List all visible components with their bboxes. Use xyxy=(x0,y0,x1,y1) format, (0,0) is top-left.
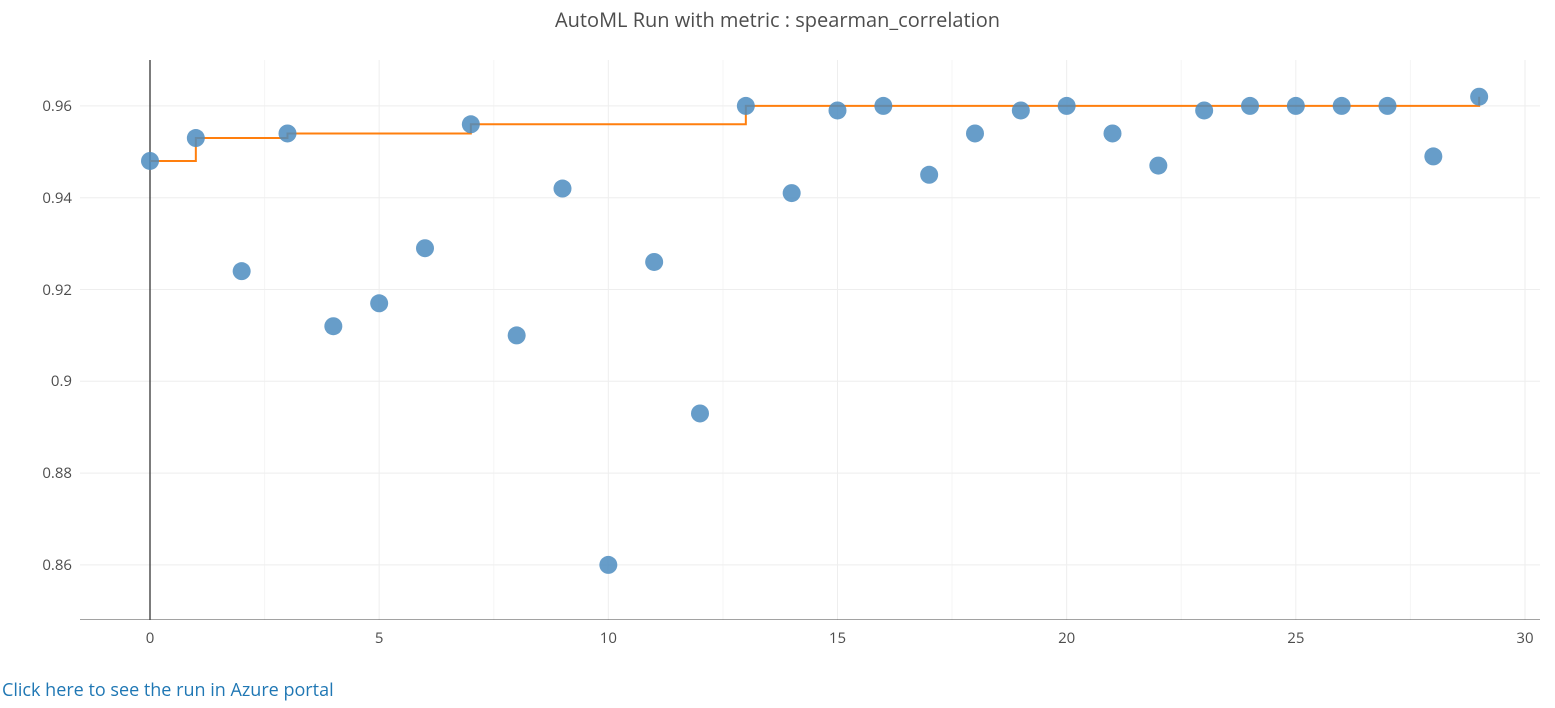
scatter-point[interactable] xyxy=(1424,147,1442,165)
scatter-point[interactable] xyxy=(416,239,434,257)
scatter-point[interactable] xyxy=(1012,101,1030,119)
scatter-point[interactable] xyxy=(1058,97,1076,115)
scatter-point[interactable] xyxy=(508,326,526,344)
scatter-point[interactable] xyxy=(645,253,663,271)
scatter-point[interactable] xyxy=(141,152,159,170)
x-tick-label: 25 xyxy=(1287,628,1304,648)
scatter-point[interactable] xyxy=(462,115,480,133)
chart-title: AutoML Run with metric : spearman_correl… xyxy=(0,6,1555,33)
y-tick-label: 0.88 xyxy=(42,463,72,483)
scatter-point[interactable] xyxy=(1379,97,1397,115)
x-tick-label: 5 xyxy=(375,628,384,648)
scatter-point[interactable] xyxy=(324,317,342,335)
chart-container: AutoML Run with metric : spearman_correl… xyxy=(0,0,1555,708)
y-tick-label: 0.86 xyxy=(42,555,72,575)
scatter-point[interactable] xyxy=(599,556,617,574)
x-tick-label: 15 xyxy=(829,628,846,648)
scatter-point[interactable] xyxy=(187,129,205,147)
x-tick-label: 30 xyxy=(1516,628,1533,648)
scatter-point[interactable] xyxy=(370,294,388,312)
scatter-point[interactable] xyxy=(691,404,709,422)
x-tick-label: 10 xyxy=(600,628,617,648)
scatter-point[interactable] xyxy=(783,184,801,202)
y-tick-label: 0.92 xyxy=(42,280,72,300)
x-tick-label: 20 xyxy=(1058,628,1075,648)
x-tick-label: 0 xyxy=(146,628,155,648)
scatter-point[interactable] xyxy=(1287,97,1305,115)
scatter-point[interactable] xyxy=(874,97,892,115)
y-tick-label: 0.9 xyxy=(51,371,72,391)
scatter-point[interactable] xyxy=(1470,88,1488,106)
scatter-point[interactable] xyxy=(1241,97,1259,115)
scatter-point[interactable] xyxy=(1333,97,1351,115)
azure-portal-link[interactable]: Click here to see the run in Azure porta… xyxy=(2,678,334,702)
scatter-point[interactable] xyxy=(1104,124,1122,142)
scatter-point[interactable] xyxy=(920,166,938,184)
scatter-point[interactable] xyxy=(554,180,572,198)
scatter-point[interactable] xyxy=(829,101,847,119)
chart-svg xyxy=(80,60,1540,620)
y-tick-label: 0.94 xyxy=(42,188,72,208)
scatter-point[interactable] xyxy=(1195,101,1213,119)
plot-area[interactable] xyxy=(80,60,1540,620)
scatter-point[interactable] xyxy=(233,262,251,280)
scatter-point[interactable] xyxy=(966,124,984,142)
scatter-point[interactable] xyxy=(737,97,755,115)
scatter-point[interactable] xyxy=(279,124,297,142)
scatter-point[interactable] xyxy=(1149,157,1167,175)
y-tick-label: 0.96 xyxy=(42,96,72,116)
